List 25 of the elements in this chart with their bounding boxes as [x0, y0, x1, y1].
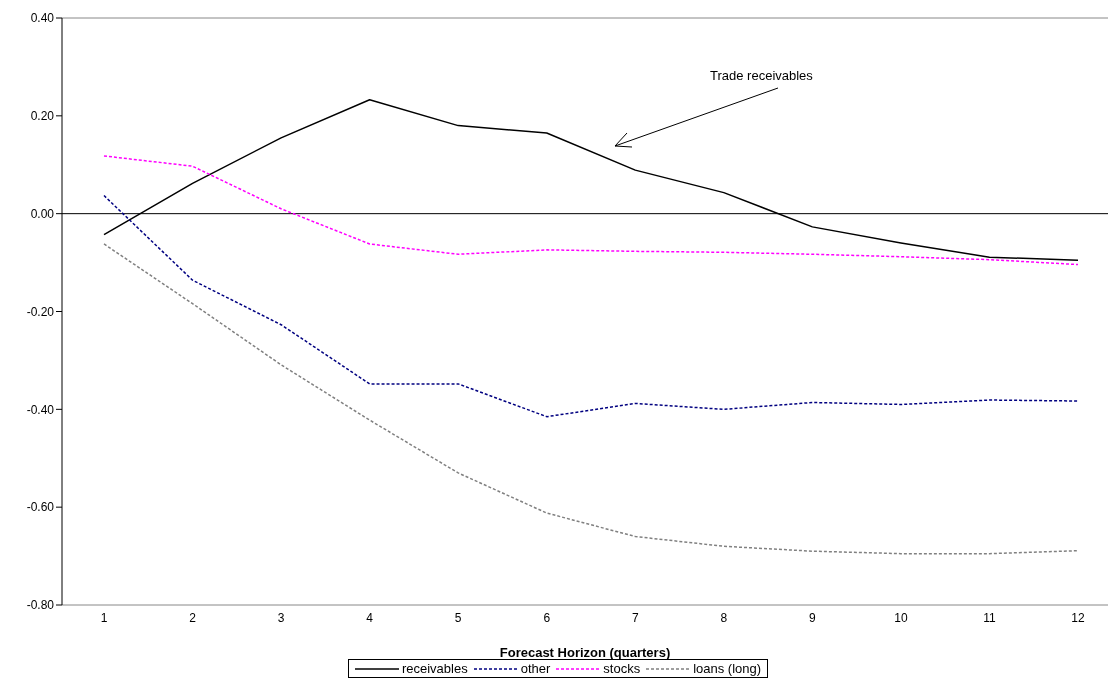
- y-tick-label: -0.20: [26, 304, 55, 319]
- y-tick-label: -0.40: [26, 402, 55, 417]
- x-tick-label: 7: [631, 610, 639, 625]
- x-tick-label: 2: [189, 610, 197, 625]
- y-tick-label: 0.00: [30, 206, 55, 221]
- x-tick-label: 6: [543, 610, 551, 625]
- x-tick-label: 1: [100, 610, 108, 625]
- legend-label: receivables: [401, 661, 468, 676]
- legend-label: stocks: [603, 661, 641, 676]
- legend-label: loans (long): [693, 661, 762, 676]
- legend-label: other: [520, 661, 551, 676]
- y-tick-label: -0.80: [26, 598, 55, 613]
- x-tick-label: 8: [720, 610, 728, 625]
- x-tick-label: 9: [809, 610, 817, 625]
- y-tick-label: 0.40: [30, 11, 55, 26]
- y-tick-label: -0.60: [26, 500, 55, 515]
- y-tick-label: 0.20: [30, 109, 55, 124]
- x-tick-label: 11: [983, 610, 996, 625]
- x-tick-label: 3: [277, 610, 285, 625]
- x-tick-label: 4: [366, 610, 374, 625]
- x-tick-label: 10: [894, 610, 908, 625]
- annotation: Trade receivables: [710, 68, 813, 83]
- x-tick-label: 5: [454, 610, 462, 625]
- x-axis-title: Forecast Horizon (quarters): [499, 645, 671, 660]
- x-tick-label: 12: [1071, 610, 1085, 625]
